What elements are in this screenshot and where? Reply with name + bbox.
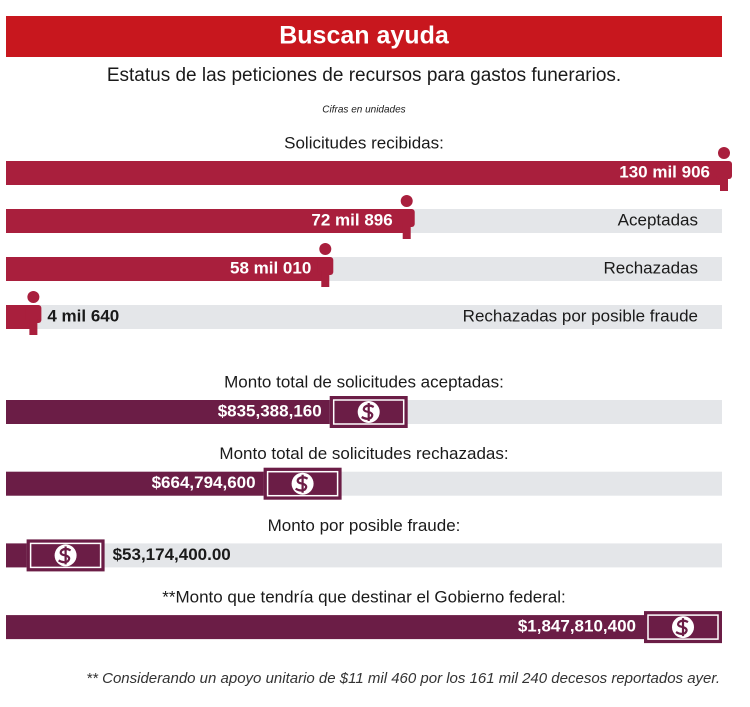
bill-border bbox=[266, 470, 339, 497]
person-icon bbox=[317, 243, 334, 287]
bill-icon bbox=[26, 539, 105, 572]
category-label: Rechazadas por posible fraude bbox=[463, 306, 698, 325]
person-head bbox=[718, 147, 730, 159]
person-head bbox=[27, 291, 40, 303]
person-icon bbox=[25, 291, 42, 335]
person-body bbox=[398, 209, 415, 227]
dollar-sign bbox=[295, 474, 309, 493]
value-label: 58 mil 010 bbox=[230, 258, 311, 277]
category-label: **Monto que tendría que destinar el Gobi… bbox=[162, 588, 566, 607]
subtitle: Estatus de las peticiones de recursos pa… bbox=[107, 65, 621, 86]
value-label: 72 mil 896 bbox=[311, 210, 392, 229]
value-label: $664,794,600 bbox=[152, 473, 256, 492]
value-label: 4 mil 640 bbox=[47, 306, 119, 325]
person-legs bbox=[321, 271, 330, 287]
bar-track bbox=[6, 543, 722, 568]
category-label: Solicitudes recibidas: bbox=[284, 133, 444, 152]
person-body bbox=[25, 305, 42, 323]
person-legs bbox=[29, 319, 38, 335]
bill-icon bbox=[329, 396, 408, 428]
person-body bbox=[317, 257, 334, 275]
value-label: $1,847,810,400 bbox=[518, 617, 636, 636]
bar bbox=[6, 471, 264, 496]
title-banner bbox=[6, 16, 722, 57]
person-head bbox=[319, 243, 332, 255]
dollar-sign bbox=[58, 546, 72, 565]
person-icon bbox=[716, 147, 732, 191]
bill-border bbox=[29, 542, 102, 569]
note: Cifras en unidades bbox=[322, 105, 405, 116]
category-label: Monto total de solicitudes rechazadas: bbox=[219, 444, 508, 463]
category-label: Rechazadas bbox=[603, 258, 698, 277]
bill-icon bbox=[263, 467, 342, 500]
bar bbox=[6, 543, 27, 568]
bar bbox=[6, 615, 722, 640]
bar-track bbox=[6, 305, 722, 329]
person-body bbox=[716, 161, 732, 179]
person-head bbox=[400, 195, 413, 207]
bar bbox=[6, 257, 324, 281]
bar bbox=[6, 161, 722, 185]
category-label: Aceptadas bbox=[618, 210, 698, 229]
title: Buscan ayuda bbox=[279, 22, 450, 50]
bill-border bbox=[332, 399, 405, 425]
value-label: $53,174,400.00 bbox=[113, 545, 231, 564]
person-icon bbox=[398, 195, 415, 239]
bill-icon bbox=[644, 611, 722, 644]
category-label: Monto total de solicitudes aceptadas: bbox=[224, 372, 504, 391]
bar bbox=[6, 400, 330, 424]
footnote: ** Considerando un apoyo unitario de $11… bbox=[86, 670, 720, 687]
dollar-sign bbox=[675, 618, 689, 637]
bill-border bbox=[647, 614, 719, 640]
person-legs bbox=[402, 223, 411, 239]
person-legs bbox=[720, 175, 728, 191]
category-label: Monto por posible fraude: bbox=[268, 516, 461, 535]
value-label: 130 mil 906 bbox=[619, 162, 710, 181]
value-label: $835,388,160 bbox=[218, 401, 322, 420]
dollar-sign bbox=[361, 403, 375, 421]
bar bbox=[6, 209, 405, 233]
